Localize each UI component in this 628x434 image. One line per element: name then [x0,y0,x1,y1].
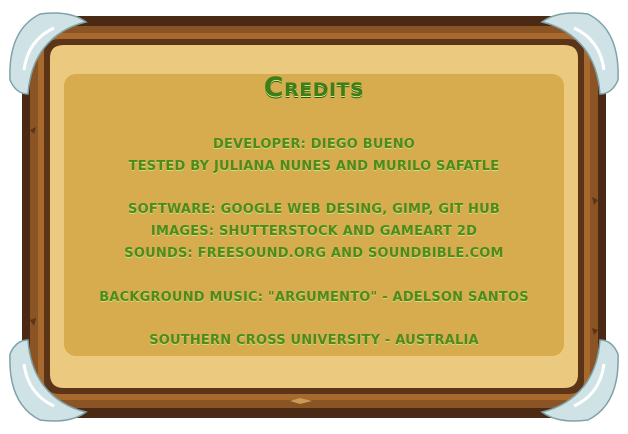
credits-title: Credits [263,72,365,103]
credit-line-music: Background music: "Argumento" - Adelson … [99,290,529,305]
parchment-inner-panel [64,74,564,356]
credit-line-tested-by: Tested by Juliana Nunes and Murilo Safat… [128,159,500,174]
credit-line-software: Software: Google Web Desing, GIMP, Git H… [128,202,500,217]
credit-line-images: Images: Shutterstock and GameArt 2D [150,224,478,239]
credit-line-university: Southern Cross University - Australia [149,333,479,348]
credit-line-developer: Developer: Diego Bueno [212,137,416,152]
corner-ornament-bottom-right [540,339,619,422]
corner-ornament-top-right [540,12,619,95]
credit-line-sounds: Sounds: freesound.org and soundbible.com [124,246,504,261]
corner-ornament-bottom-left [9,339,88,422]
corner-ornament-top-left [9,12,88,95]
